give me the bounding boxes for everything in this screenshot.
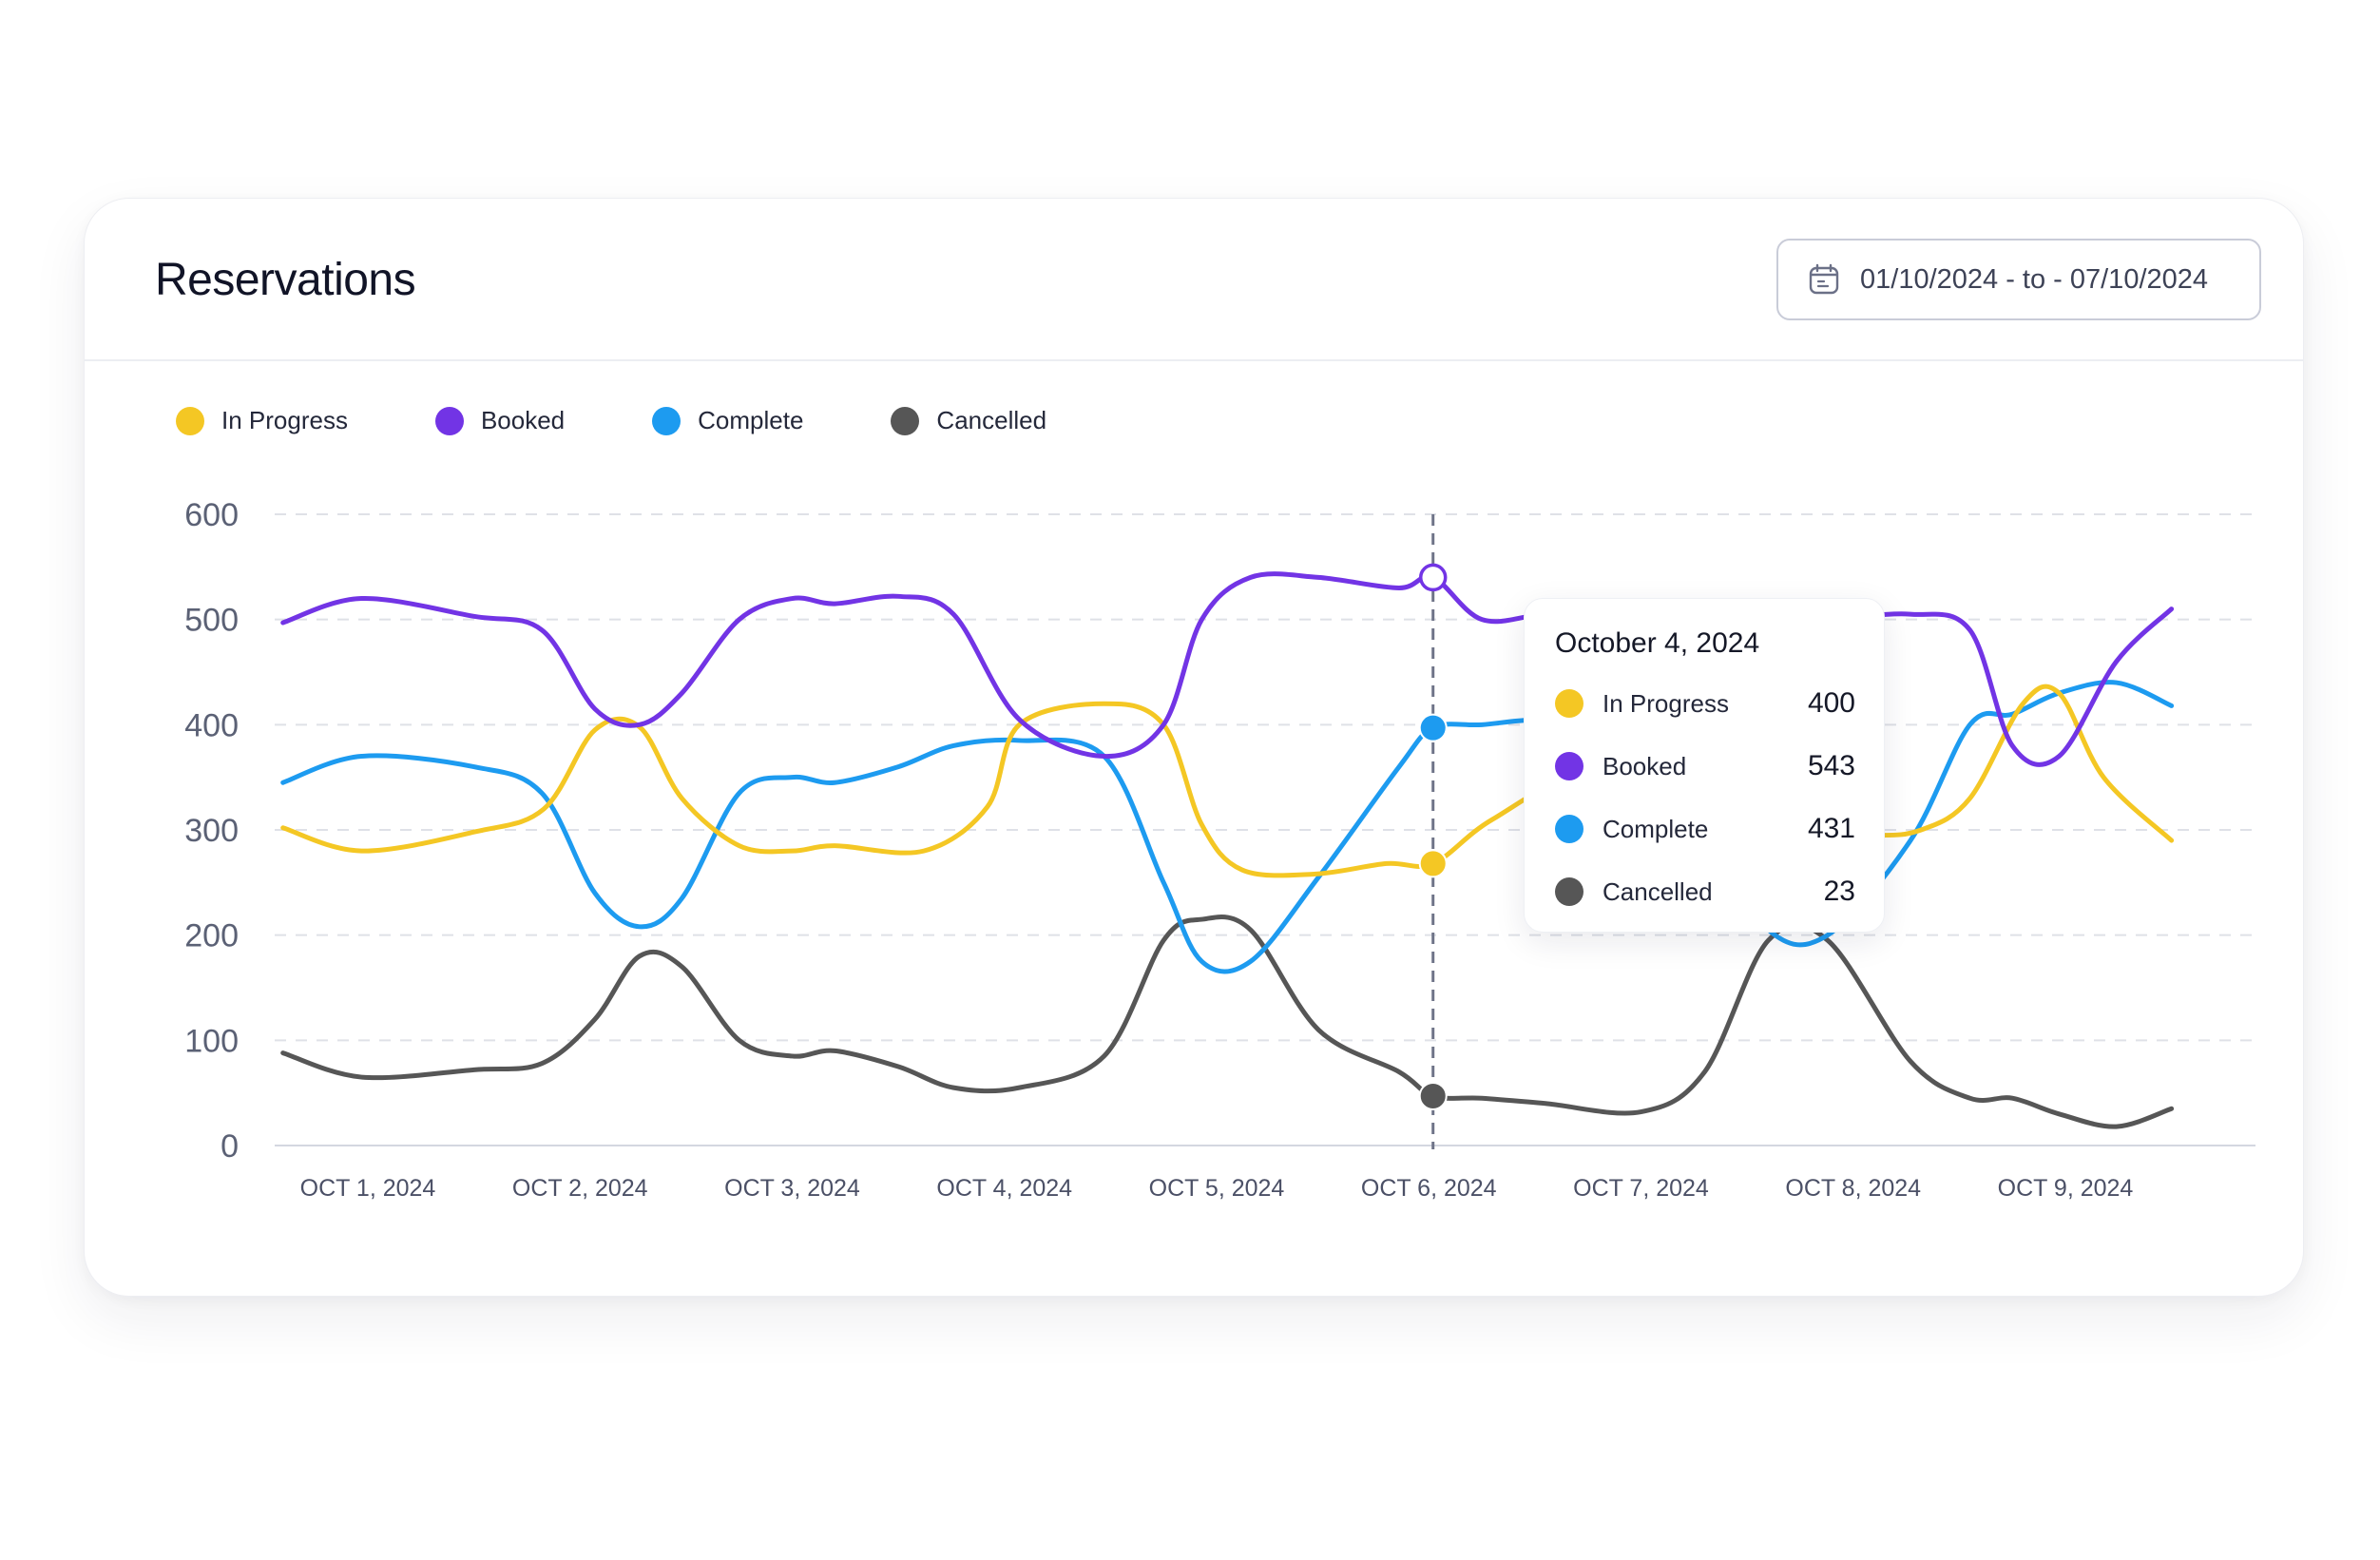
calendar-icon: [1809, 263, 1839, 295]
date-range-picker[interactable]: 01/10/2024 - to - 07/10/2024: [1776, 239, 2261, 320]
x-tick-label: OCT 1, 2024: [300, 1175, 436, 1202]
series-line-complete: [280, 680, 2175, 974]
x-tick-label: OCT 9, 2024: [1998, 1175, 2134, 1202]
x-tick-label: OCT 3, 2024: [724, 1175, 860, 1202]
tooltip-row-in-progress: In Progress 400: [1555, 684, 1855, 722]
tooltip-label: In Progress: [1603, 688, 1729, 718]
legend-label: In Progress: [221, 406, 348, 434]
tooltip-title: October 4, 2024: [1555, 627, 1760, 659]
y-tick-label: 400: [184, 707, 239, 743]
series-line-in-progress: [280, 684, 2175, 878]
tooltip-value: 23: [1823, 876, 1855, 907]
tooltip-value: 431: [1807, 813, 1855, 844]
legend-item-in-progress[interactable]: In Progress: [176, 406, 348, 435]
y-tick-label: 0: [221, 1128, 239, 1165]
tooltip-dot: [1555, 815, 1583, 843]
card-title: Reservations: [155, 255, 416, 305]
reservations-line-chart[interactable]: 0 100 200 300 400 500 600 OCT 1, 2024 OCT 2, 202…: [85, 199, 2305, 1298]
legend-dot: [434, 406, 464, 435]
tooltip-label: Complete: [1603, 814, 1709, 843]
hover-point-in-progress: [1418, 849, 1448, 878]
card-header: Reservations 01/10/2024 - to - 07/10/202…: [85, 199, 2303, 361]
x-tick-label: OCT 7, 2024: [1573, 1175, 1709, 1202]
y-tick-label: 200: [184, 918, 239, 954]
legend-label: Booked: [480, 406, 566, 434]
legend-dot: [891, 406, 920, 435]
hover-point-booked: [1418, 563, 1448, 592]
x-tick-label: OCT 4, 2024: [936, 1175, 1072, 1202]
tooltip-value: 543: [1807, 750, 1855, 781]
x-tick-label: OCT 2, 2024: [512, 1175, 648, 1202]
legend-item-cancelled[interactable]: Cancelled: [891, 406, 1046, 435]
y-tick-label: 300: [184, 813, 239, 849]
chart-tooltip: October 4, 2024 In Progress 400 Booked 5…: [1524, 598, 1885, 933]
x-tick-label: OCT 8, 2024: [1785, 1175, 1921, 1202]
legend-label: Cancelled: [936, 406, 1047, 434]
tooltip-dot: [1555, 752, 1583, 780]
series-line-booked: [280, 571, 2175, 767]
x-tick-label: OCT 6, 2024: [1361, 1175, 1497, 1202]
reservations-card: Reservations 01/10/2024 - to - 07/10/202…: [84, 198, 2304, 1297]
tooltip-value: 400: [1807, 687, 1855, 719]
y-tick-label: 500: [184, 603, 239, 639]
chart-legend: In Progress Booked Complete Cancelled: [176, 406, 1046, 435]
hover-point-complete: [1418, 713, 1448, 742]
legend-label: Complete: [698, 406, 804, 434]
legend-item-booked[interactable]: Booked: [434, 406, 566, 435]
y-tick-label: 100: [184, 1023, 239, 1059]
legend-dot: [176, 406, 204, 435]
tooltip-dot: [1555, 689, 1583, 718]
date-range-text: 01/10/2024 - to - 07/10/2024: [1860, 263, 2209, 295]
tooltip-row-cancelled: Cancelled 23: [1555, 873, 1855, 911]
tooltip-dot: [1555, 877, 1583, 906]
hover-point-cancelled: [1418, 1081, 1448, 1110]
tooltip-label: Booked: [1603, 751, 1687, 780]
y-tick-label: 600: [184, 497, 239, 533]
tooltip-label: Cancelled: [1603, 876, 1713, 906]
x-tick-label: OCT 5, 2024: [1149, 1175, 1285, 1202]
tooltip-row-booked: Booked 543: [1555, 747, 1855, 785]
series-line-cancelled: [280, 915, 2175, 1129]
tooltip-row-complete: Complete 431: [1555, 810, 1855, 848]
legend-dot: [652, 406, 681, 435]
legend-item-complete[interactable]: Complete: [652, 406, 803, 435]
